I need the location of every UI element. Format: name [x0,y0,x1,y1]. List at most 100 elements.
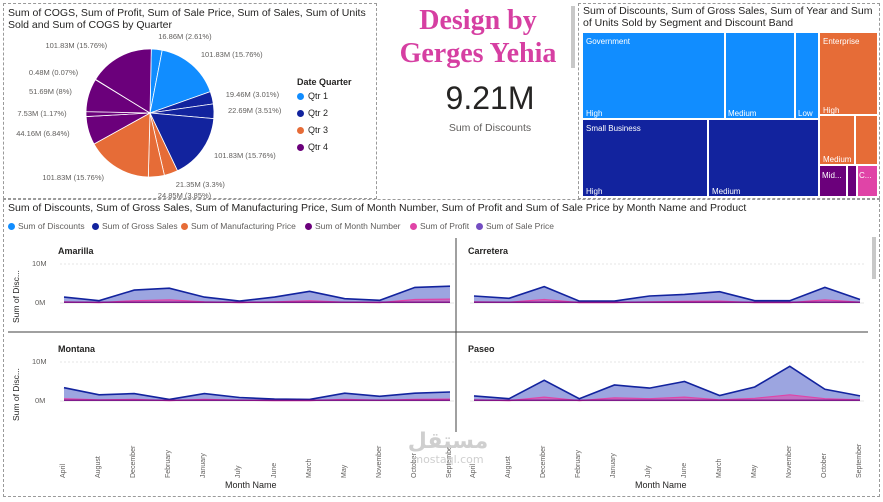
y-axis-title: Sum of Disc... [11,270,21,323]
pie-data-label: 51.69M (8%) [28,86,72,96]
legend-item-qtr2[interactable]: Qtr 2 [297,108,328,118]
line-legend-sale-price[interactable]: Sum of Sale Price [476,221,554,231]
pie-data-label: 44.16M (6.84%) [16,129,70,139]
treemap-label-government: Government [586,37,631,46]
y-tick-label: 0M [35,298,46,307]
gross-sales-line[interactable] [63,386,451,401]
treemap-cell-sb-high[interactable] [582,119,708,197]
x-tick-label: March [715,458,723,478]
treemap-cell-ent-medium[interactable] [819,115,855,165]
gross-sales-area[interactable] [474,366,860,401]
kpi-value: 9.21M [445,80,535,116]
x-tick-label: October [820,453,828,478]
legend-dot-icon [297,126,304,134]
pie-slice[interactable] [149,112,215,172]
watermark-url: mostaql.com [412,453,484,466]
gross-sales-line[interactable] [473,365,861,400]
x-tick-label: June [270,462,278,478]
treemap-cell-ent-low[interactable] [855,115,878,165]
pie-slice[interactable] [149,49,211,114]
panel-title: Carretera [468,246,509,256]
pie-data-label: 21.35M (3.3%) [175,179,225,189]
legend-dot-icon [297,92,304,100]
pie-data-label: 19.46M (3.01%) [225,89,280,99]
x-tick-label: May [340,464,348,478]
x-tick-label: August [505,456,513,478]
pie-data-label: 101.83M (15.76%) [45,41,108,51]
treemap-cell-gov-low[interactable] [795,32,819,119]
design-credit-line2: Gerges Yehia [399,38,557,69]
profit-area[interactable] [474,394,860,401]
line-legend-gross-sales[interactable]: Sum of Gross Sales [92,221,178,231]
legend-dot-icon [305,222,312,230]
line-legend-discounts[interactable]: Sum of Discounts [8,221,85,231]
treemap-cell-channel[interactable] [857,165,878,197]
legend-label: Sum of Manufacturing Price [191,221,296,231]
treemap-cell-midmarket[interactable] [819,165,847,197]
pie-data-label: 0.48M (0.07%) [28,68,79,78]
pie-slice[interactable] [93,112,151,178]
legend-item-qtr1[interactable]: Qtr 1 [297,91,328,101]
treemap-label-gov-high: High [586,109,603,118]
gross-sales-area[interactable] [64,286,450,303]
panel-title: Montana [58,344,95,354]
gross-sales-line[interactable] [473,285,861,302]
legend-item-qtr4[interactable]: Qtr 4 [297,142,328,152]
x-tick-label: December [130,445,138,478]
panel-title: Paseo [468,344,495,354]
gross-sales-area[interactable] [64,387,450,401]
legend-label: Qtr 2 [308,108,329,118]
kpi-label: Sum of Discounts [448,122,532,134]
x-tick-label: March [305,458,313,478]
line-legend-manufacturing-price[interactable]: Sum of Manufacturing Price [181,221,296,231]
treemap-cell-gov-high[interactable] [582,32,725,119]
treemap-label-small-business: Small Business [586,124,641,133]
x-axis-title: Month Name [635,480,687,490]
x-tick-label: September [856,443,863,478]
pie-chart-title: Sum of COGS, Sum of Profit, Sum of Sale … [8,7,366,31]
x-axis-title: Month Name [225,480,277,490]
x-tick-label: July [235,465,243,478]
line-legend-profit[interactable]: Sum of Profit [410,221,469,231]
line-legend-month-number[interactable]: Sum of Month Number [305,221,401,231]
pie-chart[interactable] [80,43,220,183]
legend-dot-icon [476,222,483,230]
design-credit: Design by Gerges Yehia [383,4,573,70]
pie-data-label: 101.83M (15.76%) [42,172,105,182]
legend-item-qtr3[interactable]: Qtr 3 [297,125,328,135]
legend-label: Sum of Gross Sales [102,221,178,231]
pie-data-label: 24.85M (3.85%) [157,190,212,200]
x-tick-label: August [95,456,103,478]
treemap[interactable]: Government High Medium Low Small Busines… [582,32,878,197]
pie-slice[interactable] [94,48,152,114]
legend-dot-icon [297,109,304,117]
treemap-label-gov-low: Low [798,109,813,118]
x-tick-label: February [575,449,583,478]
line-scrollbar[interactable] [872,237,876,279]
x-tick-label: February [165,449,173,478]
x-tick-label: April [60,463,67,478]
treemap-cell-ent-high[interactable] [819,32,878,115]
x-tick-label: July [645,465,653,478]
x-tick-label: June [680,462,688,478]
kpi-scrollbar[interactable] [571,6,575,68]
treemap-cell-midmarket-2[interactable] [847,165,857,197]
treemap-label-ent-medium: Medium [823,155,852,164]
treemap-cell-gov-medium[interactable] [725,32,795,119]
treemap-label-gov-medium: Medium [728,109,757,118]
design-credit-line1: Design by [419,5,537,36]
legend-label: Qtr 3 [308,125,329,135]
legend-dot-icon [181,222,188,230]
x-tick-label: December [540,445,548,478]
gross-sales-line[interactable] [63,285,451,302]
y-tick-label: 10M [32,259,47,268]
gross-sales-area[interactable] [474,286,860,303]
profit-line[interactable] [473,394,861,402]
treemap-cell-sb-medium[interactable] [708,119,819,197]
legend-dot-icon [92,222,99,230]
treemap-label-ent-high: High [823,106,840,115]
legend-label: Sum of Discounts [18,221,85,231]
y-axis-title: Sum of Disc... [11,368,21,421]
pie-data-label: 22.69M (3.51%) [227,105,282,115]
